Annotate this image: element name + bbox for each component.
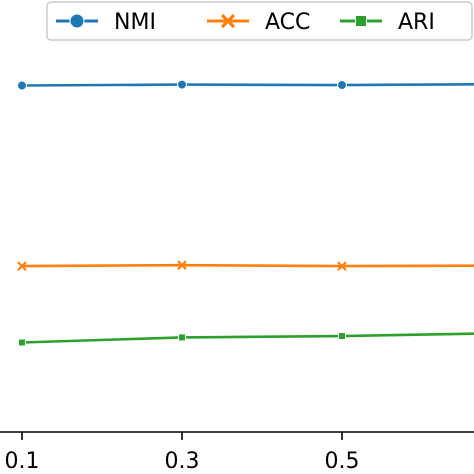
legend-entry-acc: ACC <box>207 10 310 35</box>
data-point-acc <box>17 261 27 271</box>
legend-entry-ari: ARI <box>340 10 435 35</box>
legend-label: ACC <box>265 10 310 35</box>
x-tick-label: 0.3 <box>165 449 200 474</box>
data-point-acc <box>177 260 187 270</box>
data-point-ari <box>178 333 186 342</box>
x-axis: 0.1 0.3 0.5 <box>0 431 474 474</box>
legend-entry-nmi: NMI <box>56 10 156 35</box>
series-line-nmi <box>21 82 474 87</box>
data-point-ari <box>338 332 346 341</box>
legend-marker-icon <box>69 13 85 29</box>
legend-box <box>46 1 473 41</box>
legend: NMI ACC ARI <box>46 1 473 41</box>
data-point-ari <box>18 338 26 347</box>
series-line-ari <box>21 332 474 344</box>
legend-marker-icon <box>220 13 236 29</box>
data-point-nmi <box>17 80 27 91</box>
data-point-nmi <box>337 80 347 91</box>
data-point-acc <box>337 261 347 271</box>
x-tick-label: 0.5 <box>325 449 360 474</box>
x-tick-label: 0.1 <box>5 449 40 474</box>
legend-label: ARI <box>398 10 435 35</box>
plot-area <box>17 79 474 347</box>
data-point-nmi <box>177 79 187 90</box>
series-line-acc <box>21 263 474 268</box>
legend-marker-icon <box>355 15 367 27</box>
legend-label: NMI <box>114 10 156 35</box>
